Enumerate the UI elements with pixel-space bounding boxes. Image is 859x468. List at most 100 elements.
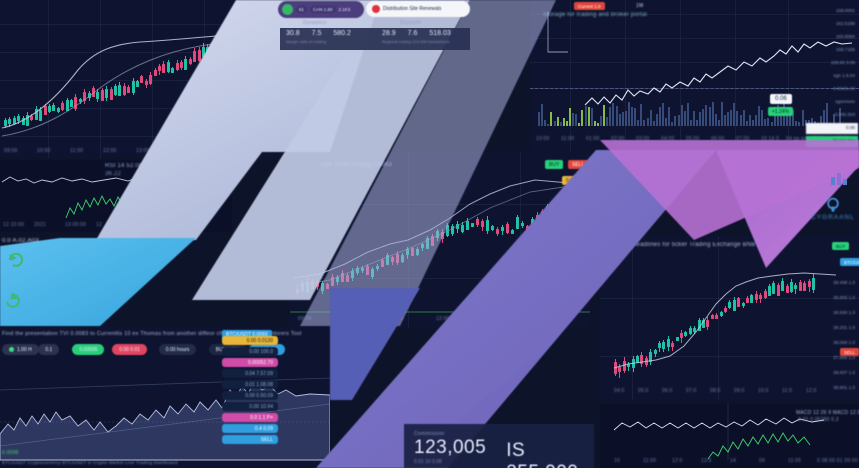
side-chip[interactable]: 0.04 7.57.09 [222,369,278,378]
candle [511,229,514,235]
volume-bar [792,110,795,126]
refresh-icon-2[interactable] [2,290,26,310]
volume-bar [655,113,658,126]
volume-bar [693,110,695,126]
volume-bar [581,110,584,126]
candle [618,364,622,378]
alert-pill-white[interactable]: Distribution Site Renewals [366,1,470,17]
ladder-row[interactable]: 168.0001 [835,8,855,13]
axis-tick-label: 09:0 [734,388,745,394]
volume-bar [609,106,612,126]
ladder-row[interactable]: sgonreviv [835,99,855,104]
timeframe-label[interactable]: 1M [636,3,644,9]
ladder-row[interactable]: 0.06 [806,123,858,134]
candle [728,300,732,309]
ladder-row[interactable]: 38.600 1.0 [833,310,855,315]
buy-tag-bottom-right[interactable]: BUY [832,242,850,250]
axis-tick-label: 12 [96,222,102,228]
axis-tick-label: 06:0 [662,388,673,394]
ladder-row[interactable]: 37.800 1.0 [833,355,855,360]
ladder-row[interactable]: 38.800 1.0 [833,295,855,300]
side-chip[interactable]: 0.4 0.09 [222,424,278,433]
candle [486,216,489,234]
buy-tag-center[interactable]: BUY [545,160,564,169]
candle [171,67,175,73]
candle [671,340,675,352]
side-chip[interactable]: 0.01 1.08.08 [222,380,278,389]
side-chip[interactable]: 0.00 10.94 [222,402,278,411]
candle [122,82,126,97]
axis-tick-label: 06:00 [711,136,725,142]
volume-bar [562,118,565,126]
ladder-row[interactable]: 38.408 1.0 [833,280,855,285]
volume-bar [637,120,640,126]
toolbar-button[interactable]: 0.1 [38,344,60,355]
candle [741,301,745,308]
band-periwinkle-top [96,0,380,240]
candle [812,274,815,293]
ladder-row[interactable]: 3.006.003 [834,112,855,117]
ladder-row[interactable]: 162.5189 [835,21,855,26]
ladder-row[interactable]: 0.004/1.02 [833,86,855,91]
candle [140,74,144,84]
candle [96,89,100,102]
candle [702,317,705,329]
side-chip[interactable]: 0.0 1.1 P+ [222,413,278,422]
toolbar-button[interactable]: 0.00 0.01 [112,344,148,355]
ladder-row[interactable]: 38.801 1.0 [833,385,855,390]
side-chip[interactable]: 0.00 0.0130 [222,336,278,345]
candle [684,330,688,337]
volume-bar [643,119,646,126]
side-chip[interactable]: 0.00 0.50.09 [222,391,278,400]
ladder-row[interactable]: 158.60 3.09 [830,60,855,65]
bottom-bar-bottom-left: BTC/USDT Cryptocurrency BTC/USDT in Cryp… [2,460,178,465]
candle [715,313,719,320]
volume-bar [658,106,661,126]
sell-tag-center[interactable]: SELL [568,160,589,169]
ladder-row[interactable]: 38.607 1.0 [833,370,855,375]
volume-bar [587,107,590,126]
volume-bar [730,110,733,126]
refresh-icon-1[interactable] [6,250,30,270]
candle [649,348,653,366]
volume-bar [600,115,602,126]
volume-bar [717,119,720,126]
candle [12,115,16,126]
toolbar-button[interactable]: 1.00 H [2,344,39,355]
volume-bar [727,111,730,126]
toolbar-button-label: 0.00 0.01 [119,346,141,353]
axis-tick-label: 02:00 [611,136,625,142]
ladder-row[interactable]: 158.7156 [835,47,855,52]
brand-mark-icon [827,197,839,212]
candle [807,278,811,293]
candle [710,313,714,319]
side-chip[interactable]: SELL [222,435,278,444]
sell-tag-bottom-right[interactable]: SELL [840,348,859,356]
toolbar-button[interactable]: 0.00 hours [158,344,197,355]
brand-logo[interactable]: CYGRAANL [806,196,859,221]
ladder-row[interactable]: 38.000 1.0 [833,340,855,345]
panel-top-right-line: Storage for trading and broker portal 10… [530,0,859,152]
toolbar-button-label: 0.1 [45,346,53,353]
candle [732,296,736,311]
status-pill-purple[interactable]: 61 CAN 1.60 2.1K3 [278,1,364,18]
ladder-row[interactable]: 160.8084 [835,34,855,39]
candle [746,296,749,303]
volume-bar [823,110,826,126]
volume-bar [832,113,835,126]
volume-bar [550,111,553,126]
volume-bar [544,120,547,126]
volume-bar [649,110,652,126]
axis-tick-label: 01:00 [586,136,600,142]
candle [653,348,657,357]
toolbar-button[interactable]: 0.00005 [72,344,105,355]
brand-logo-text: CYGRAANL [811,214,855,221]
ladder-row[interactable]: sgn 1.6.04 [833,73,855,78]
side-chip[interactable]: 0.00052.70 [222,358,278,367]
volume-bar [674,116,677,126]
candle [706,317,710,331]
ladder-row[interactable]: 38.201 1.0 [833,325,855,330]
candle [461,222,464,234]
side-chip[interactable]: 0.00 100.0 [222,347,278,356]
candle [61,101,65,112]
